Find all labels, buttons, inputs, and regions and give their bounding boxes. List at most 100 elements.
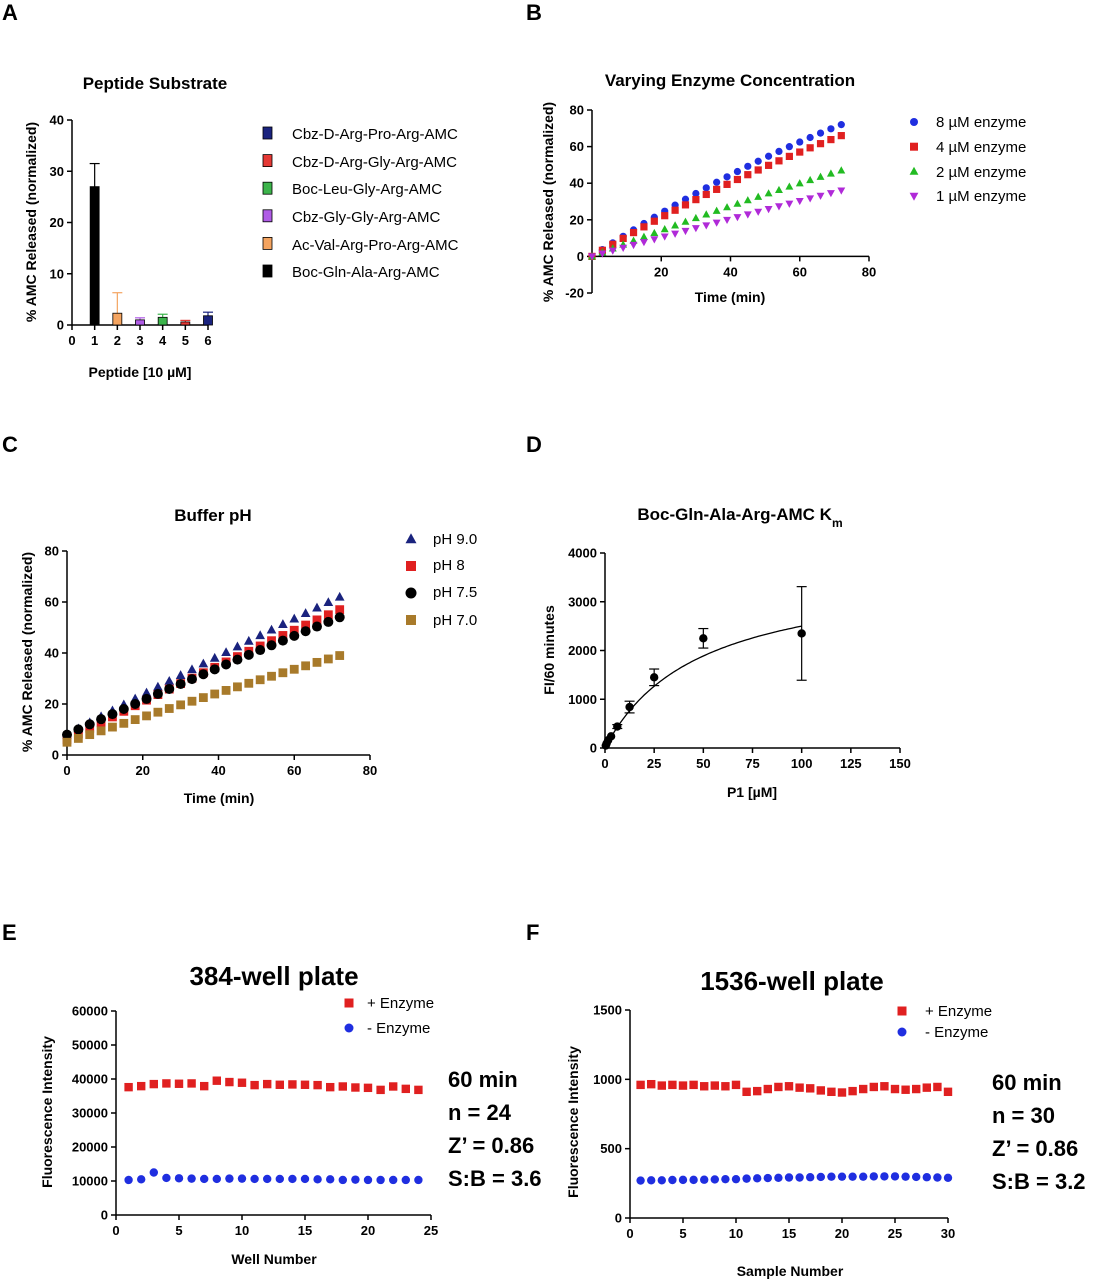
data-point — [62, 737, 72, 747]
legend-swatch — [262, 209, 273, 223]
x-tick-label: 60 — [287, 763, 301, 778]
data-point — [301, 661, 311, 671]
data-point — [338, 1175, 347, 1185]
y-tick-label: 30000 — [72, 1106, 108, 1121]
y-tick-label: 10 — [50, 266, 64, 281]
data-point — [142, 711, 151, 721]
y-axis-label-e: Fluorescence Intensity — [39, 1036, 55, 1188]
x-tick-label: 10 — [729, 1226, 743, 1241]
data-point — [232, 654, 243, 665]
legend-label: Ac-Val-Arg-Pro-Arg-AMC — [292, 237, 459, 254]
data-point — [334, 591, 345, 601]
data-point — [806, 133, 814, 142]
y-tick-label: 20000 — [72, 1140, 108, 1155]
x-axis-label-d: P1 [µM] — [727, 784, 777, 800]
x-axis-label-e: Well Number — [231, 1251, 317, 1267]
x-tick-label: 0 — [626, 1226, 633, 1241]
data-point — [376, 1085, 385, 1095]
y-tick-label: 0 — [101, 1208, 108, 1223]
data-point — [671, 221, 680, 229]
legend-swatch — [262, 181, 273, 195]
data-point — [806, 175, 815, 184]
y-axis-label-a: % AMC Released (normalized) — [23, 122, 39, 322]
y-tick-label: 50000 — [72, 1038, 108, 1053]
legend-label: Cbz-Gly-Gly-Arg-AMC — [292, 209, 440, 226]
data-point — [827, 125, 835, 133]
data-point — [119, 718, 129, 728]
data-point — [323, 616, 334, 627]
data-point — [723, 203, 731, 211]
data-point — [678, 1175, 688, 1185]
x-tick-label: 30 — [941, 1226, 955, 1241]
legend-swatch — [262, 236, 273, 250]
data-point — [650, 236, 659, 244]
x-tick-label: 15 — [298, 1223, 312, 1238]
data-point — [785, 152, 793, 161]
legend-f: + Enzyme - Enzyme — [925, 1003, 992, 1041]
x-tick-label: 40 — [723, 264, 737, 279]
legend-label: 1 µM enzyme — [936, 188, 1026, 205]
y-axis-label-b: % AMC Released (normalized) — [540, 102, 556, 302]
data-point — [657, 1081, 666, 1090]
data-point — [671, 230, 680, 238]
y-tick-label: 20 — [50, 215, 64, 230]
data-point — [723, 180, 731, 188]
data-point — [890, 1172, 900, 1181]
legend-marker — [344, 1023, 354, 1033]
data-point — [124, 1082, 133, 1092]
data-point — [713, 178, 721, 186]
data-point — [606, 732, 616, 741]
data-point — [712, 219, 721, 227]
data-point — [733, 167, 742, 176]
plot-area-b: -20 0 20 40 60 80 20 40 60 80 — [565, 103, 876, 301]
data-point — [816, 1086, 825, 1095]
x-tick-label: 150 — [889, 756, 911, 771]
legend-b: 8 µM enzyme 4 µM enzyme 2 µM enzyme 1 µM… — [936, 114, 1026, 205]
data-point — [598, 250, 607, 258]
data-point — [764, 189, 773, 197]
data-point — [175, 670, 186, 679]
data-point — [743, 196, 752, 204]
data-point — [629, 228, 638, 237]
y-tick-label: 40 — [50, 113, 64, 128]
data-point — [326, 1082, 335, 1092]
data-point — [712, 206, 721, 214]
data-point — [660, 225, 669, 233]
data-point — [334, 612, 345, 623]
data-point — [689, 1080, 698, 1090]
data-point — [335, 651, 345, 660]
data-point — [775, 185, 783, 194]
data-point — [312, 602, 322, 612]
y-tick-label: 0 — [590, 741, 597, 756]
y-tick-label: 1000 — [593, 1072, 622, 1087]
data-point — [754, 192, 763, 200]
data-point — [84, 719, 95, 730]
legend-marker — [910, 142, 918, 151]
y-tick-label: -20 — [565, 286, 584, 301]
data-point — [806, 1084, 815, 1093]
data-point — [912, 1172, 921, 1182]
x-tick-label: 2 — [114, 333, 121, 348]
data-point — [723, 173, 731, 181]
x-tick-label: 10 — [235, 1223, 249, 1238]
chart-title-e: 384-well plate — [189, 961, 358, 991]
data-point — [289, 625, 299, 635]
panel-label-a: A — [2, 0, 18, 25]
stat-line: n = 24 — [448, 1100, 512, 1125]
data-point — [764, 152, 773, 160]
chart-title-d-main: Boc-Gln-Ala-Arg-AMC K — [637, 505, 832, 524]
x-tick-label: 1 — [91, 333, 98, 348]
data-point — [806, 195, 815, 203]
data-point — [837, 132, 845, 140]
data-point — [363, 1083, 373, 1093]
data-point — [162, 1079, 171, 1088]
legend-marker — [406, 615, 416, 625]
data-point — [141, 687, 152, 697]
data-point — [671, 206, 679, 214]
data-point — [221, 647, 231, 657]
data-point — [267, 671, 276, 681]
data-point — [890, 1084, 900, 1094]
data-point — [300, 1080, 310, 1089]
y-tick-label: 80 — [45, 544, 59, 559]
data-point — [754, 157, 762, 165]
